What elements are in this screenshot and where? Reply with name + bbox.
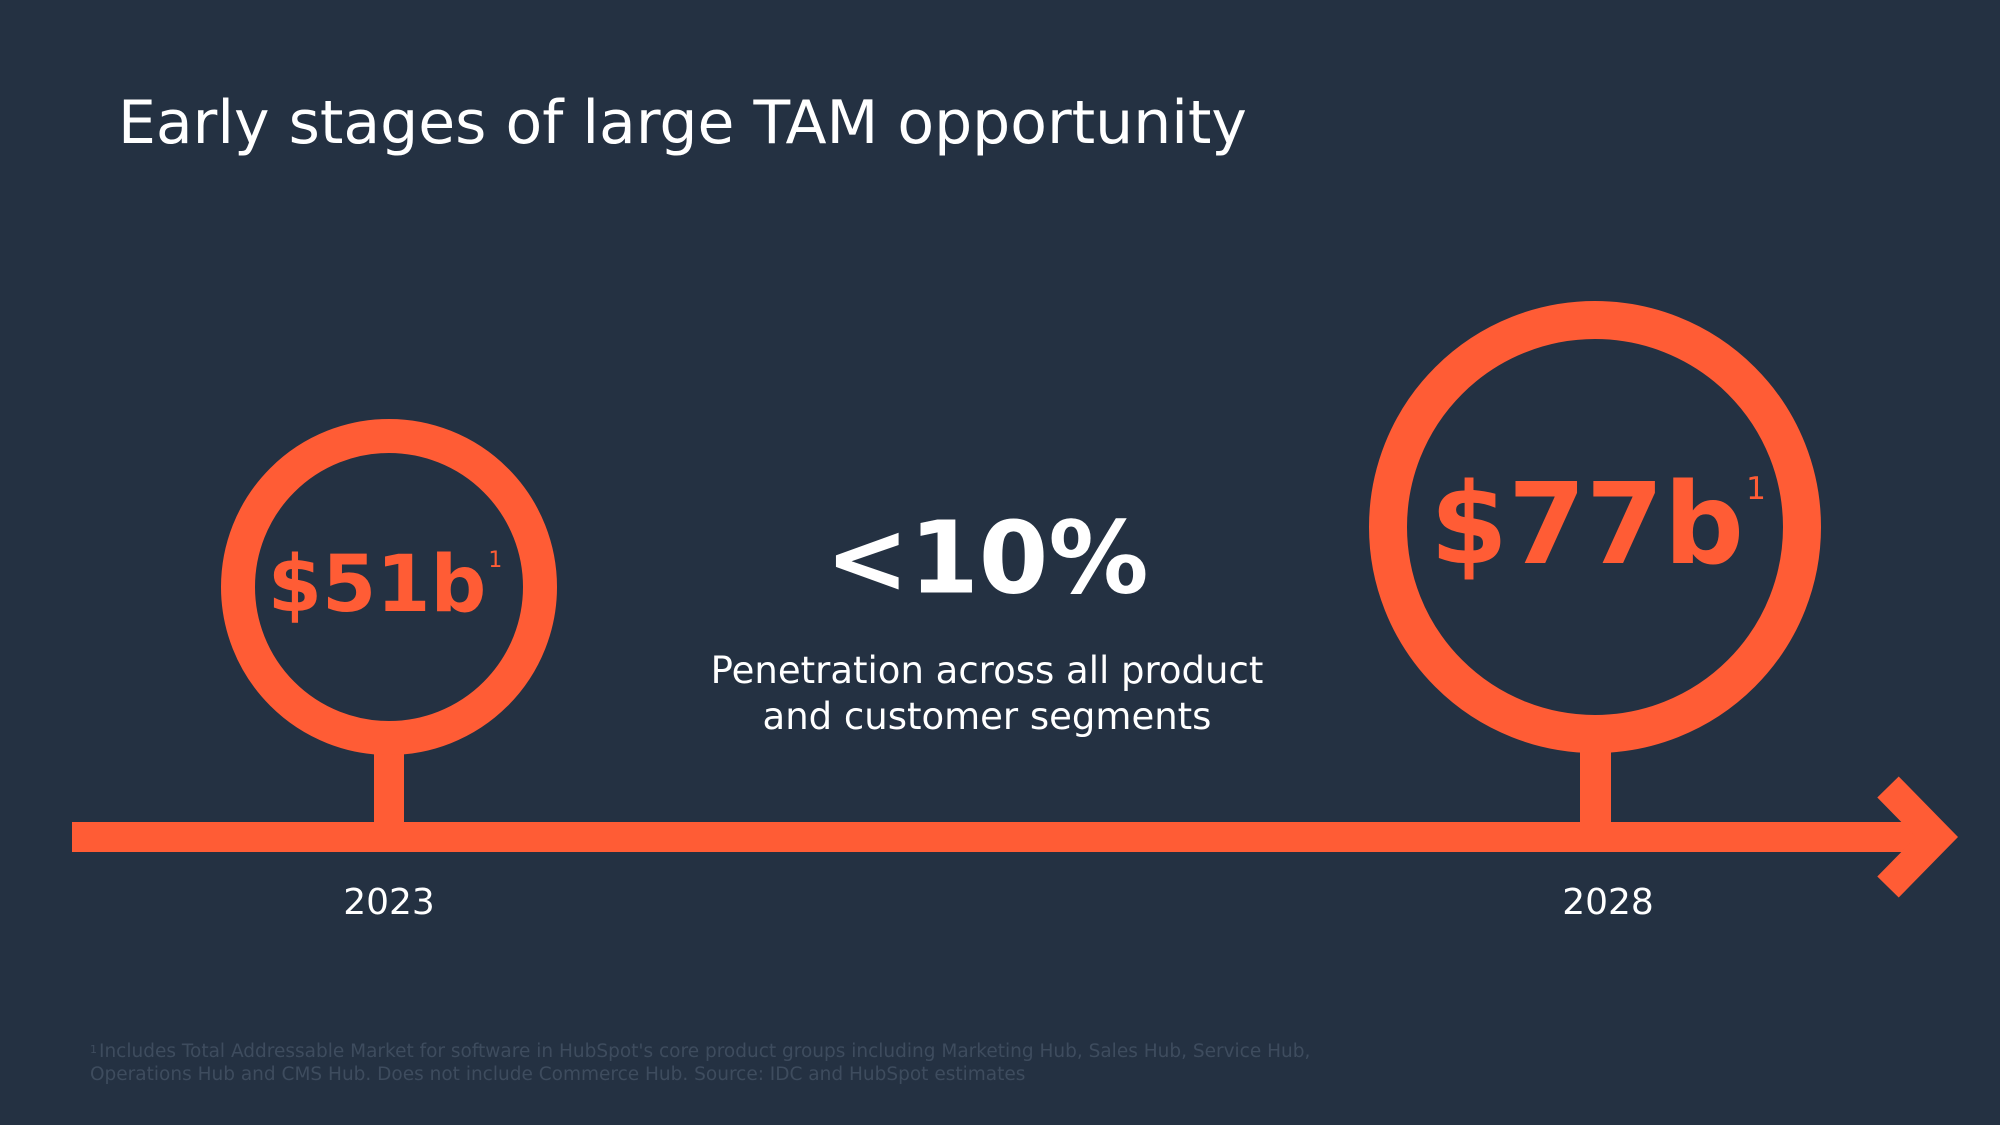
- marker-circle-2023: [221, 419, 557, 755]
- penetration-description-line-1: Penetration across all product: [710, 649, 1264, 692]
- marker-stem-2028: [1580, 742, 1611, 830]
- penetration-stat: <10%: [825, 499, 1149, 617]
- tam-value-2023-footnote-ref: 1: [488, 547, 503, 573]
- footnote: 1 Includes Total Addressable Market for s…: [90, 1040, 1390, 1086]
- tam-value-2023: $51b1: [268, 540, 503, 630]
- penetration-description: Penetration across all product and custo…: [667, 648, 1307, 740]
- penetration-description-line-2: and customer segments: [762, 695, 1212, 738]
- timeline-arrow-icon: [1877, 776, 1959, 898]
- footnote-ref: 1: [90, 1043, 97, 1056]
- footnote-text: Includes Total Addressable Market for so…: [90, 1041, 1311, 1085]
- marker-circle-2028: [1369, 301, 1821, 753]
- tam-value-2028-footnote-ref: 1: [1746, 470, 1766, 507]
- year-label-2023: 2023: [343, 882, 435, 923]
- tam-value-2023-text: $51b: [267, 540, 487, 630]
- slide-title: Early stages of large TAM opportunity: [118, 88, 1247, 158]
- timeline-bar: [72, 822, 1937, 852]
- tam-value-2028-text: $77b: [1430, 460, 1745, 590]
- tam-value-2028: $77b1: [1430, 460, 1766, 590]
- year-label-2028: 2028: [1562, 882, 1654, 923]
